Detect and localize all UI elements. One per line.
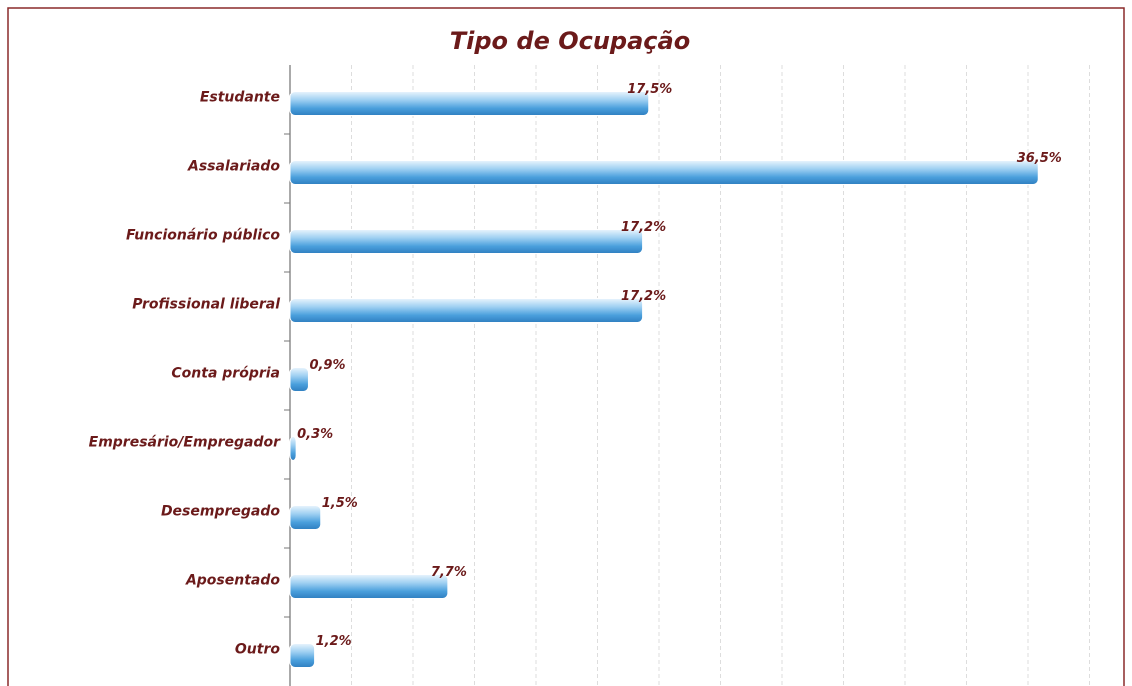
y-tick-label: Profissional liberal [132, 297, 280, 313]
bar [289, 160, 1039, 185]
bar [289, 574, 449, 599]
value-label: 7,7% [431, 565, 467, 580]
value-label: 17,5% [627, 82, 672, 97]
y-tick-label: Assalariado [187, 159, 280, 175]
bar [289, 505, 322, 530]
value-label: 0,3% [297, 427, 333, 442]
y-tick-label: Outro [235, 642, 280, 658]
value-label: 1,5% [322, 496, 358, 511]
value-label: 0,9% [309, 358, 345, 373]
value-label: 17,2% [621, 289, 666, 304]
value-label: 1,2% [316, 634, 352, 649]
y-tick-label: Estudante [200, 90, 280, 106]
bar [289, 436, 297, 461]
bar [289, 229, 644, 254]
value-label: 17,2% [621, 220, 666, 235]
y-tick-label: Aposentado [185, 573, 280, 589]
y-tick-label: Empresário/Empregador [89, 435, 281, 451]
bar [289, 298, 644, 323]
bar [289, 367, 309, 392]
bar [289, 643, 316, 668]
value-label: 36,5% [1017, 151, 1062, 166]
frame [7, 7, 1125, 686]
y-tick-label: Conta própria [171, 366, 280, 382]
bar [289, 91, 650, 116]
chart-title: Tipo de Ocupação [450, 27, 690, 55]
y-tick-label: Funcionário público [126, 228, 280, 244]
y-tick-label: Desempregado [161, 504, 280, 520]
